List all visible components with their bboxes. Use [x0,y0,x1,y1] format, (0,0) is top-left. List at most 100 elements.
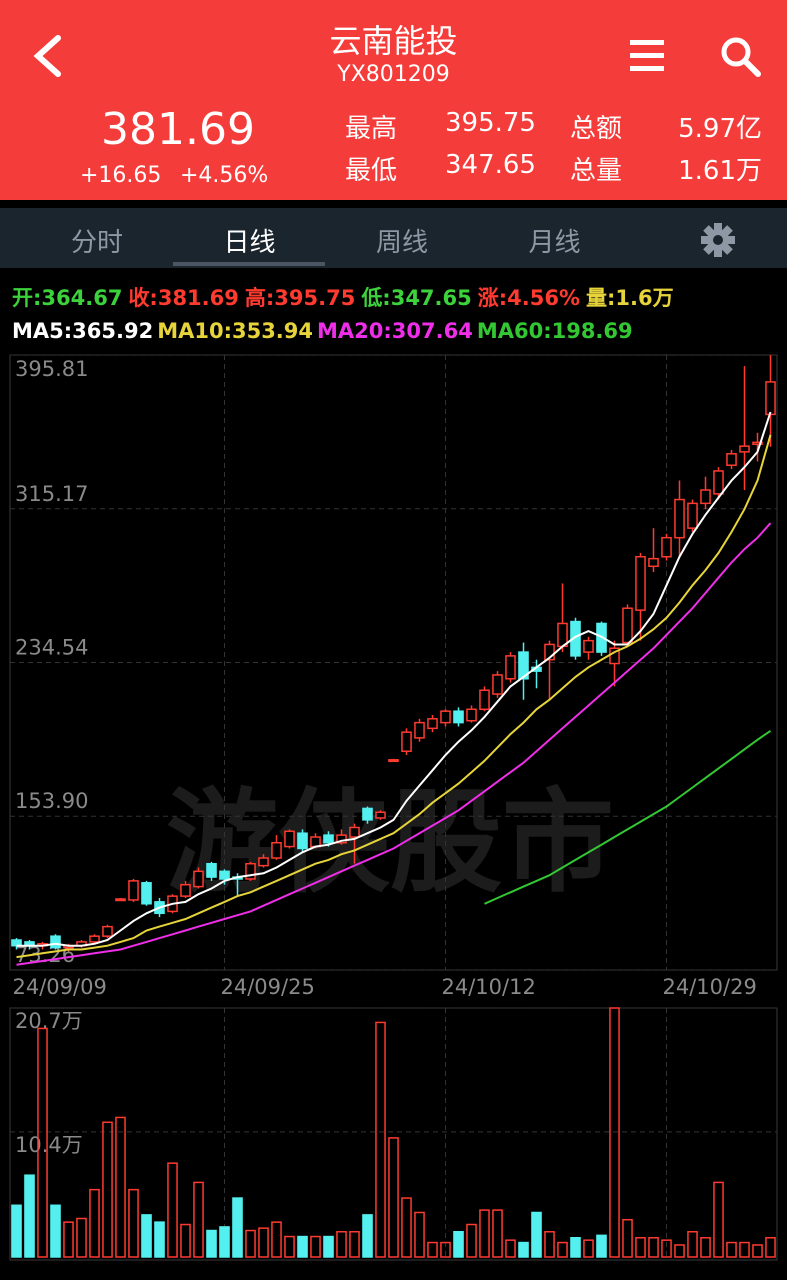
volume-bar [271,1221,282,1258]
ma-label: MA20:307.64 [317,319,473,343]
search-button[interactable] [718,34,764,78]
volume-bar [479,1209,490,1258]
volume-bar [453,1230,464,1258]
volume-bar [89,1188,100,1258]
settings-button[interactable] [700,222,736,258]
volume-bar [570,1237,581,1258]
candle-body [245,862,256,880]
price-change: +16.65 [80,163,162,188]
candle-body [102,925,113,937]
volume-bar [726,1241,737,1258]
tab[interactable]: 月线 [528,228,581,258]
stat-value: 395.75 [445,108,536,138]
volume-bar [609,1007,620,1258]
candle-body [180,883,191,897]
stock-code: YX801209 [337,62,450,87]
candle-body [50,935,61,949]
tab[interactable]: 周线 [375,228,428,258]
volume-bar [375,1021,386,1258]
candle-body [323,834,334,844]
menu-button[interactable] [628,38,668,74]
info-item: 收:381.69 [128,286,239,310]
ma-legend: MA5:365.92 MA10:353.94 MA20:307.64 MA60:198… [12,319,637,343]
candle-body [466,708,477,722]
volume-bar [440,1241,451,1258]
candle-body [518,651,529,680]
ma-line [16,434,772,959]
volume-bar [310,1235,321,1258]
volume-bar [11,1204,22,1258]
info-item: 低:347.65 [361,286,472,310]
volume-bar [531,1211,542,1258]
volume-bar [141,1214,152,1258]
candle-body [739,445,750,453]
candle-body [336,834,347,844]
volume-bar [323,1235,334,1258]
tab[interactable]: 分时 [70,228,123,258]
y-tick-label: 315.17 [15,482,88,506]
volume-bar [518,1241,529,1258]
info-bar: 开:364.67 收:381.69 高:395.75 低:347.65 涨:4.56% 量… [12,282,680,312]
volume-bar [362,1214,373,1258]
volume-tick-label: 10.4万 [15,1133,83,1157]
volume-bar [700,1237,711,1258]
volume-bar [284,1235,295,1258]
volume-bar [219,1226,230,1258]
candle-body [765,381,776,416]
candle-body [687,502,698,529]
candle-body [570,620,581,657]
volume-bar [596,1234,607,1258]
candle-body [414,721,425,739]
x-tick-label: 24/09/25 [221,975,315,999]
header: 云南能投 YX801209 381.69 +16.65 +4.56% 最高 395… [0,0,787,200]
candle-body [349,826,360,838]
info-item: 高:395.75 [244,286,356,310]
volume-bar [414,1211,425,1258]
candle-body [635,555,646,611]
back-button[interactable] [28,32,68,80]
ma-line [16,522,772,966]
volume-bar [401,1197,412,1258]
volume-bar [622,1218,633,1258]
volume-bar [583,1239,594,1258]
candle-body [544,643,555,661]
ma-label: MA60:198.69 [476,319,633,343]
candle-body [401,731,412,752]
volume-panel [9,1007,778,1261]
y-tick-label: 234.54 [15,635,88,659]
candle-body [206,862,217,878]
candle-body [440,710,451,724]
volume-bar [427,1241,438,1258]
volume-bar [713,1181,724,1258]
stat-label: 最低 [345,156,398,186]
volume-bar [765,1237,776,1258]
candle-body [453,710,464,724]
volume-bar [349,1230,360,1258]
candle-body [479,689,490,711]
candle-body [219,870,230,880]
volume-bar [336,1230,347,1258]
volume-bar [544,1230,555,1258]
ma-line [16,411,772,947]
volume-bar [297,1235,308,1258]
volume-bar [193,1181,204,1258]
candle-body [375,811,386,819]
stat-label: 总量 [570,156,623,186]
volume-bar [505,1239,516,1258]
candle-body [297,832,308,850]
ma-label: MA10:353.94 [157,319,314,343]
volume-bar [167,1162,178,1258]
candle-body [713,470,724,495]
candle-body [726,453,737,466]
stat-value: 5.97亿 [678,114,762,144]
tab-bar: 分时 日线 周线 月线 [0,208,787,268]
candle-body [674,498,685,539]
volume-bar [635,1237,646,1258]
volume-bar [492,1209,503,1258]
price: 381.69 [101,104,255,155]
candle-body [492,674,503,695]
volume-bar [752,1244,763,1258]
tab[interactable]: 日线 [223,228,276,258]
candle-body [193,870,204,888]
